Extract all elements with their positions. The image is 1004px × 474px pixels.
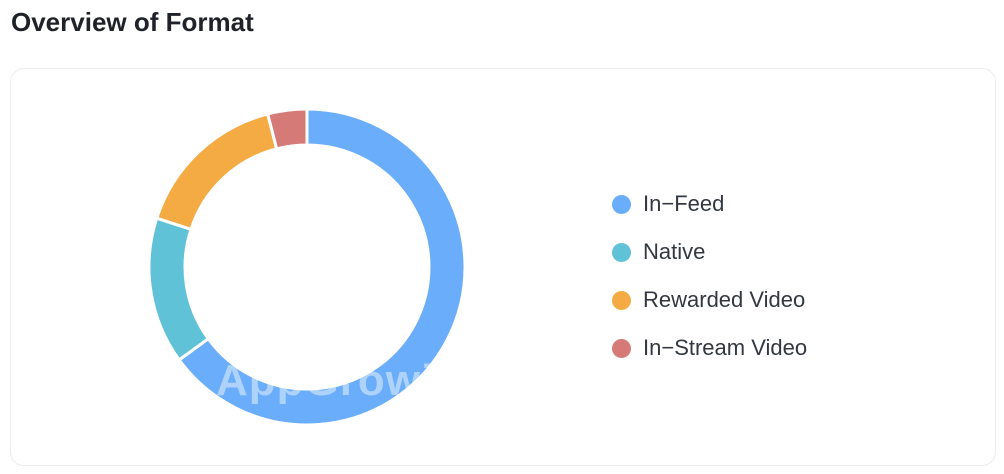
donut-slice-in-feed[interactable]	[177, 107, 467, 427]
legend-item-rewarded-video[interactable]: Rewarded Video	[612, 276, 807, 324]
legend-item-in-feed[interactable]: In−Feed	[612, 180, 807, 228]
page-title: Overview of Format	[11, 7, 254, 37]
legend-label: In−Stream Video	[643, 335, 808, 360]
legend-dot-icon	[612, 338, 631, 358]
legend-dot-icon	[612, 290, 631, 310]
legend-label: Rewarded Video	[643, 287, 806, 312]
donut-slice-native[interactable]	[147, 216, 210, 362]
legend-dot-icon	[612, 242, 631, 262]
legend-dot-icon	[612, 194, 631, 214]
legend-label: Native	[643, 239, 706, 264]
donut-slice-rewarded-video[interactable]	[155, 112, 279, 231]
legend-item-native[interactable]: Native	[612, 228, 807, 276]
legend-label: In−Feed	[643, 191, 725, 216]
chart-legend: In−Feed Native Rewarded Video In−Stream Vid…	[612, 180, 807, 372]
legend-item-in-stream-video[interactable]: In−Stream Video	[612, 324, 807, 372]
watermark: AppGrowing	[216, 356, 490, 405]
donut-slice-in-stream-video[interactable]	[266, 107, 309, 151]
